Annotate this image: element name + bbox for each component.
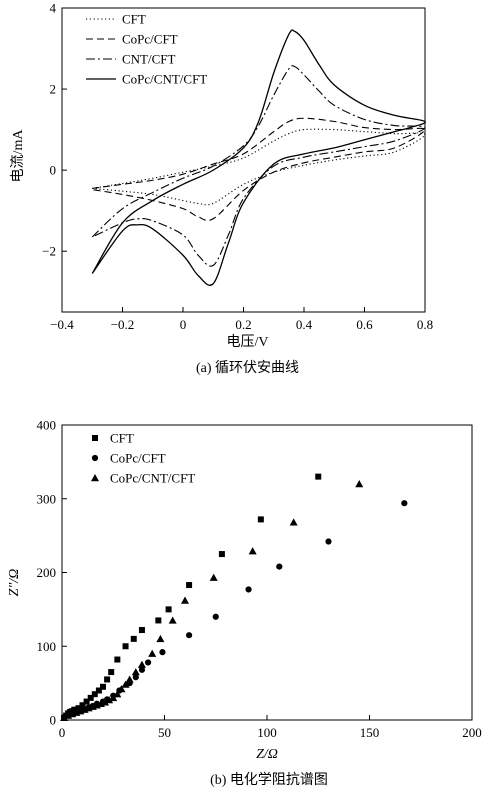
cv-y-tick-label: 4 [50,1,57,16]
eis-axis-ticks: 0 50 100 150 200 0 100 200 300 400 [37,418,482,741]
eis-point-copc-cnt-cft [60,713,69,721]
eis-y-tick-label: 300 [37,491,57,506]
eis-point-cft [79,702,86,709]
eis-point-copc-cnt-cft [137,660,146,668]
eis-point-copc-cft [138,666,146,673]
eis-point-copc-cnt-cft [248,547,257,555]
cv-x-tick-label: 0.2 [235,317,251,332]
cv-series-line-cnt-cft [91,65,426,267]
eis-point-cft [186,582,193,589]
eis-point-copc-cft [325,538,332,545]
eis-point-cft [114,656,121,663]
cv-series-line-copc-cnt-cft [91,29,426,286]
cv-y-tick-label: −2 [42,244,56,259]
eis-point-cft [130,635,137,642]
eis-point-copc-cft [212,613,219,620]
eis-legend-label-copc-cft: CoPc/CFT [110,451,166,466]
cv-chart: −0.4 −0.2 0 0.2 0.4 0.6 0.8 −2 0 2 4 CFT CoPc/CFT CN… [10,1,433,377]
cv-legend-label-cft: CFT [122,12,146,27]
cv-x-tick-label: 0.4 [296,317,313,332]
eis-y-tick-label: 200 [37,565,57,580]
eis-point-copc-cnt-cft [117,685,126,693]
eis-point-cft [87,694,94,701]
cv-legend-label-copc-cft: CoPc/CFT [122,32,178,47]
cv-series-group [91,29,426,286]
cv-x-tick-label: 0 [180,317,187,332]
eis-legend-marker-cft [92,435,98,441]
eis-chart: 0 50 100 150 200 0 100 200 300 400 CFT CoPc/CFT CoP… [7,418,482,789]
cv-y-axis-label: 电流/mA [10,129,26,183]
eis-point-copc-cnt-cft [125,675,134,683]
eis-point-copc-cnt-cft [156,634,165,643]
eis-point-cft [108,669,115,676]
eis-y-tick-label: 400 [37,418,57,433]
eis-point-copc-cnt-cft [168,616,177,624]
cv-x-tick-label: −0.2 [111,317,135,332]
eis-point-copc-cft [245,586,252,593]
eis-x-tick-label: 150 [360,725,380,740]
eis-point-copc-cnt-cft [148,649,157,657]
eis-point-copc-cnt-cft [181,596,189,604]
cv-x-tick-label: 0.8 [417,317,433,332]
eis-point-cft [165,606,172,613]
eis-point-copc-cft [186,632,193,639]
eis-point-copc-cnt-cft [105,696,114,704]
eis-point-copc-cnt-cft [101,698,110,706]
eis-legend-marker-copc-cnt-cft [91,474,99,482]
eis-point-copc-cft [276,563,283,570]
eis-caption: (b) 电化学阻抗谱图 [210,772,328,788]
cv-legend-label-copc-cnt-cft: CoPc/CNT/CFT [122,72,207,87]
eis-point-cft [138,627,145,634]
cv-legend-label-cnt-cft: CNT/CFT [122,52,176,67]
cv-caption: (a) 循环伏安曲线 [196,360,299,376]
eis-point-cft [315,473,322,480]
eis-point-cft [257,516,264,523]
eis-point-cft [122,643,129,650]
eis-point-cft [155,617,162,624]
eis-point-copc-cft [159,649,166,656]
cv-axis-ticks: −0.4 −0.2 0 0.2 0.4 0.6 0.8 −2 0 2 4 [42,1,433,333]
eis-x-tick-label: 0 [59,725,66,740]
eis-y-tick-label: 100 [37,639,57,654]
eis-point-copc-cft [145,659,152,666]
eis-point-copc-cnt-cft [289,518,298,526]
eis-point-copc-cnt-cft [121,680,130,688]
eis-legend: CFT CoPc/CFT CoPc/CNT/CFT [91,431,195,486]
eis-point-copc-cft [132,674,139,681]
eis-plot-frame [61,424,473,721]
eis-point-copc-cnt-cft [355,480,364,488]
eis-legend-label-cft: CFT [110,431,134,446]
eis-legend-label-copc-cnt-cft: CoPc/CNT/CFT [110,471,195,486]
eis-point-cft [100,683,106,690]
eis-x-tick-label: 200 [462,725,482,740]
cv-series-line-copc-cft [92,117,426,222]
cv-legend: CFT CoPc/CFT CNT/CFT CoPc/CNT/CFT [86,12,207,87]
eis-point-cft [95,687,102,694]
eis-x-axis-label: Z/Ω [256,747,278,762]
eis-point-copc-cnt-cft [209,573,218,581]
cv-y-tick-label: 0 [50,163,57,178]
eis-point-cft [91,691,98,698]
cv-series-line-cft [92,128,426,206]
eis-legend-marker-copc-cft [91,454,99,462]
cv-y-tick-label: 2 [50,82,57,97]
eis-point-copc-cnt-cft [109,693,118,702]
eis-point-copc-cnt-cft [113,690,122,698]
eis-point-copc-cnt-cft [131,668,140,676]
eis-x-tick-label: 50 [158,725,171,740]
eis-y-tick-label: 0 [50,713,57,728]
cv-x-axis-label: 电压/V [227,334,269,350]
cv-x-tick-label: 0.6 [356,317,373,332]
eis-x-tick-label: 100 [257,725,277,740]
eis-y-axis-label: Z″/Ω [7,569,22,597]
eis-point-cft [218,551,225,558]
eis-series-group [60,473,408,721]
cv-plot-frame [61,7,426,313]
eis-point-copc-cft [401,500,408,507]
eis-point-cft [104,676,111,683]
cv-x-tick-label: −0.4 [50,317,74,332]
eis-point-cft [83,698,90,705]
